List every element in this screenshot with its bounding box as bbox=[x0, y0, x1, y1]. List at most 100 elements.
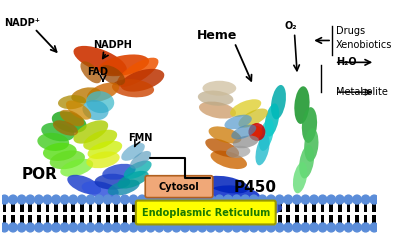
Circle shape bbox=[284, 223, 292, 232]
Text: P450: P450 bbox=[234, 180, 276, 195]
Ellipse shape bbox=[83, 130, 117, 150]
Circle shape bbox=[310, 223, 318, 232]
Bar bbox=[338, 201, 342, 212]
Bar bbox=[140, 201, 144, 212]
Circle shape bbox=[172, 195, 181, 204]
Circle shape bbox=[181, 223, 189, 232]
Ellipse shape bbox=[82, 100, 108, 120]
Bar bbox=[252, 215, 256, 226]
Circle shape bbox=[318, 223, 327, 232]
Circle shape bbox=[336, 195, 344, 204]
Bar bbox=[192, 201, 196, 212]
Circle shape bbox=[112, 223, 120, 232]
Ellipse shape bbox=[208, 126, 242, 144]
Circle shape bbox=[276, 195, 284, 204]
Circle shape bbox=[198, 223, 206, 232]
Bar bbox=[140, 215, 144, 226]
Bar bbox=[63, 215, 66, 226]
Ellipse shape bbox=[237, 201, 282, 218]
Bar bbox=[114, 201, 118, 212]
Bar bbox=[312, 215, 316, 226]
Ellipse shape bbox=[233, 136, 259, 148]
Circle shape bbox=[129, 223, 138, 232]
Bar bbox=[235, 201, 238, 212]
Ellipse shape bbox=[130, 151, 151, 169]
Bar bbox=[2, 201, 6, 212]
Ellipse shape bbox=[100, 65, 125, 86]
Ellipse shape bbox=[52, 111, 87, 133]
Bar bbox=[37, 215, 41, 226]
Circle shape bbox=[138, 223, 146, 232]
Circle shape bbox=[276, 223, 284, 232]
Ellipse shape bbox=[199, 102, 236, 119]
Circle shape bbox=[344, 195, 353, 204]
Text: NADPH: NADPH bbox=[93, 40, 132, 50]
Text: Xenobiotics: Xenobiotics bbox=[336, 40, 392, 50]
Ellipse shape bbox=[50, 150, 85, 169]
Ellipse shape bbox=[98, 54, 149, 76]
Circle shape bbox=[104, 223, 112, 232]
Ellipse shape bbox=[202, 81, 236, 96]
Circle shape bbox=[190, 223, 198, 232]
Text: FAD: FAD bbox=[87, 67, 108, 77]
Ellipse shape bbox=[60, 110, 84, 126]
Text: O₂: O₂ bbox=[284, 20, 297, 30]
Circle shape bbox=[69, 223, 78, 232]
Circle shape bbox=[26, 223, 34, 232]
Ellipse shape bbox=[102, 164, 136, 180]
Bar bbox=[218, 215, 221, 226]
Bar bbox=[329, 215, 333, 226]
Bar bbox=[218, 201, 221, 212]
Text: H₂O: H₂O bbox=[336, 57, 356, 67]
Bar bbox=[252, 201, 256, 212]
Bar bbox=[71, 215, 75, 226]
Ellipse shape bbox=[60, 159, 93, 177]
Bar bbox=[183, 201, 187, 212]
Bar bbox=[295, 215, 299, 226]
Circle shape bbox=[215, 195, 224, 204]
Bar bbox=[11, 201, 15, 212]
Circle shape bbox=[0, 223, 9, 232]
Circle shape bbox=[95, 195, 103, 204]
Bar bbox=[192, 215, 196, 226]
Bar bbox=[123, 201, 127, 212]
Ellipse shape bbox=[108, 180, 140, 196]
Bar bbox=[243, 215, 247, 226]
Circle shape bbox=[293, 195, 301, 204]
Bar bbox=[149, 215, 152, 226]
Ellipse shape bbox=[223, 196, 272, 213]
Bar bbox=[372, 201, 376, 212]
Circle shape bbox=[78, 195, 86, 204]
Circle shape bbox=[370, 195, 378, 204]
Ellipse shape bbox=[205, 138, 239, 158]
Bar bbox=[71, 201, 75, 212]
Ellipse shape bbox=[124, 160, 152, 179]
Bar bbox=[286, 215, 290, 226]
Bar bbox=[37, 201, 41, 212]
Bar bbox=[269, 201, 273, 212]
Bar bbox=[106, 215, 110, 226]
Ellipse shape bbox=[88, 141, 122, 159]
Bar bbox=[295, 201, 299, 212]
Circle shape bbox=[353, 195, 361, 204]
Bar bbox=[132, 201, 135, 212]
Ellipse shape bbox=[293, 162, 307, 193]
Bar bbox=[235, 215, 238, 226]
Ellipse shape bbox=[231, 124, 256, 139]
Bar bbox=[304, 215, 307, 226]
Bar bbox=[174, 215, 178, 226]
Circle shape bbox=[284, 195, 292, 204]
Circle shape bbox=[60, 223, 69, 232]
Circle shape bbox=[9, 223, 17, 232]
Ellipse shape bbox=[238, 108, 268, 128]
Bar bbox=[11, 215, 15, 226]
Ellipse shape bbox=[294, 86, 310, 124]
Ellipse shape bbox=[299, 145, 314, 178]
Bar bbox=[88, 215, 92, 226]
Ellipse shape bbox=[117, 58, 158, 87]
Ellipse shape bbox=[74, 46, 127, 75]
Circle shape bbox=[344, 223, 353, 232]
Bar bbox=[54, 215, 58, 226]
Ellipse shape bbox=[86, 152, 120, 168]
Ellipse shape bbox=[210, 150, 247, 169]
